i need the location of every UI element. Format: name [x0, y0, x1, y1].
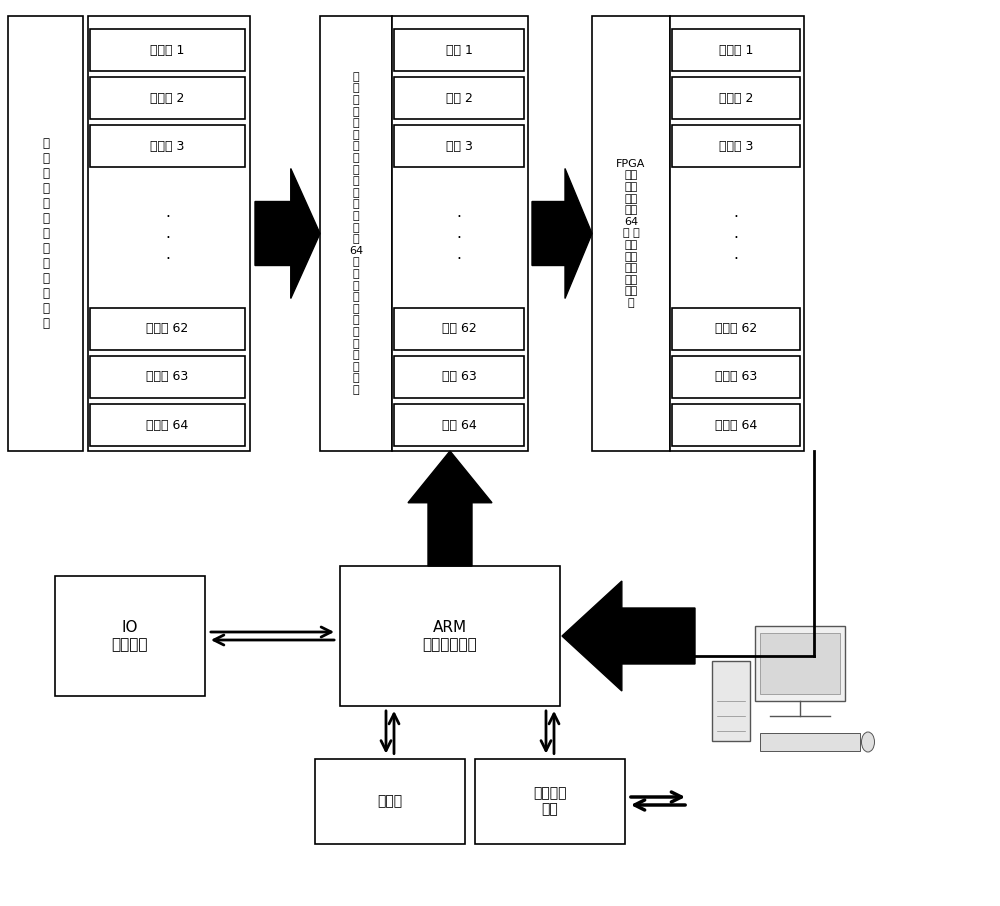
FancyBboxPatch shape [394, 77, 524, 119]
FancyBboxPatch shape [320, 16, 392, 451]
FancyBboxPatch shape [712, 661, 750, 741]
Text: 通道 3: 通道 3 [446, 140, 472, 152]
FancyBboxPatch shape [392, 16, 528, 451]
FancyBboxPatch shape [760, 733, 860, 751]
FancyBboxPatch shape [8, 16, 83, 451]
FancyBboxPatch shape [394, 308, 524, 350]
FancyBboxPatch shape [90, 308, 245, 350]
FancyBboxPatch shape [755, 626, 845, 701]
FancyBboxPatch shape [90, 29, 245, 71]
FancyBboxPatch shape [55, 576, 205, 696]
FancyBboxPatch shape [670, 16, 804, 451]
Polygon shape [408, 451, 492, 566]
FancyBboxPatch shape [90, 404, 245, 446]
FancyBboxPatch shape [340, 566, 560, 706]
Text: ARM
核心控制模块: ARM 核心控制模块 [423, 620, 477, 652]
Text: .
.
.: . . . [457, 205, 461, 262]
Polygon shape [532, 169, 592, 298]
FancyBboxPatch shape [760, 633, 840, 694]
Text: 计数器 2: 计数器 2 [719, 92, 753, 104]
Text: 通道 62: 通道 62 [442, 323, 476, 335]
Text: 探测器 1: 探测器 1 [150, 43, 185, 56]
FancyBboxPatch shape [672, 356, 800, 398]
Text: 探测器 3: 探测器 3 [150, 140, 185, 152]
FancyBboxPatch shape [394, 356, 524, 398]
FancyBboxPatch shape [672, 77, 800, 119]
FancyBboxPatch shape [592, 16, 670, 451]
Ellipse shape [862, 732, 874, 752]
Text: 通道 64: 通道 64 [442, 419, 476, 431]
FancyBboxPatch shape [475, 758, 625, 843]
Text: 通道 63: 通道 63 [442, 371, 476, 383]
FancyBboxPatch shape [672, 125, 800, 167]
Polygon shape [255, 169, 320, 298]
Text: .
.
.: . . . [165, 205, 170, 262]
Text: FPGA
计数
采集
模块
实现
64
个 通
道同
步高
度精
度定
时采
集: FPGA 计数 采集 模块 实现 64 个 通 道同 步高 度精 度定 时采 集 [616, 159, 646, 308]
FancyBboxPatch shape [394, 29, 524, 71]
Text: 计数器 3: 计数器 3 [719, 140, 753, 152]
Text: 网络通信
模块: 网络通信 模块 [533, 786, 567, 816]
Text: 探测器 62: 探测器 62 [146, 323, 189, 335]
Text: 前
端
信
号
处
理
模
块
（
集
成
电
路
实
现
64
通
道
荷
电
采
集
上
下
阈
甄
别
）: 前 端 信 号 处 理 模 块 （ 集 成 电 路 实 现 64 通 道 荷 电… [349, 72, 363, 395]
Text: 探测器 2: 探测器 2 [150, 92, 185, 104]
FancyBboxPatch shape [672, 404, 800, 446]
Text: 计数器 1: 计数器 1 [719, 43, 753, 56]
FancyBboxPatch shape [90, 125, 245, 167]
FancyBboxPatch shape [672, 308, 800, 350]
Text: 探测器 63: 探测器 63 [146, 371, 189, 383]
Text: 探测器 64: 探测器 64 [146, 419, 189, 431]
Text: 存储器: 存储器 [377, 794, 403, 808]
FancyBboxPatch shape [394, 404, 524, 446]
FancyBboxPatch shape [394, 125, 524, 167]
FancyBboxPatch shape [90, 356, 245, 398]
Text: 通道 2: 通道 2 [446, 92, 472, 104]
Text: 计数器 62: 计数器 62 [715, 323, 757, 335]
Text: 核
电
子
学
探
测
器
信
号
输
入
接
口: 核 电 子 学 探 测 器 信 号 输 入 接 口 [42, 137, 49, 330]
Text: 计数器 64: 计数器 64 [715, 419, 757, 431]
FancyBboxPatch shape [90, 77, 245, 119]
Text: 通道 1: 通道 1 [446, 43, 472, 56]
Text: .
.
.: . . . [734, 205, 738, 262]
FancyBboxPatch shape [672, 29, 800, 71]
FancyBboxPatch shape [88, 16, 250, 451]
Text: IO
通信模块: IO 通信模块 [112, 620, 148, 652]
FancyBboxPatch shape [315, 758, 465, 843]
Text: 计数器 63: 计数器 63 [715, 371, 757, 383]
Polygon shape [562, 581, 695, 691]
